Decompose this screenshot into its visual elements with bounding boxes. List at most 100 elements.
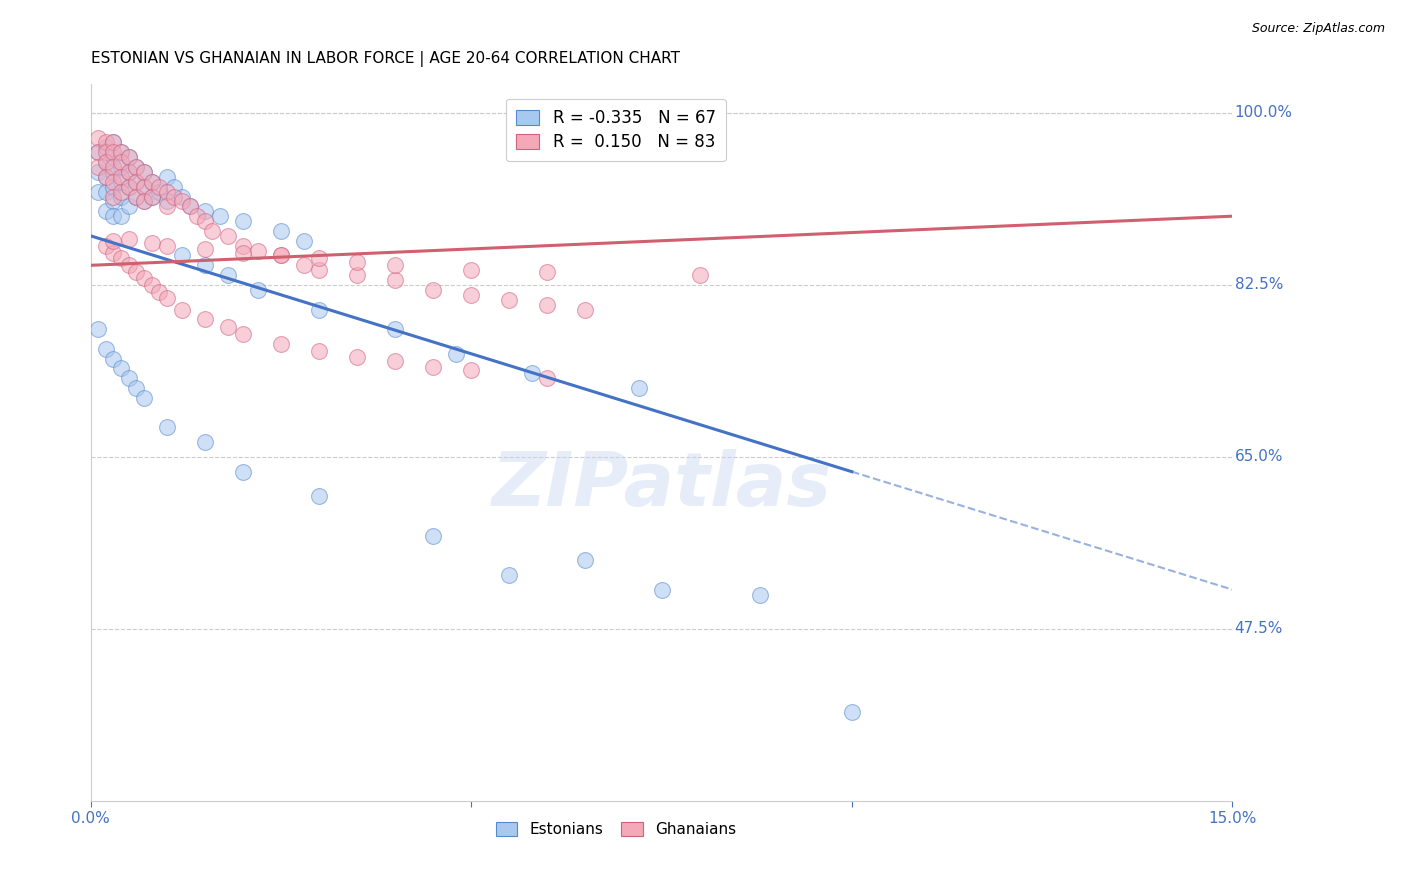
Text: 47.5%: 47.5% [1234, 622, 1284, 636]
Point [141, 277, 163, 292]
Text: ESTONIAN VS GHANAIAN IN LABOR FORCE | AGE 20-64 CORRELATION CHART: ESTONIAN VS GHANAIAN IN LABOR FORCE | AG… [90, 51, 679, 67]
Point [103, 160, 125, 174]
Point [132, 165, 155, 179]
Point [94, 155, 117, 169]
Point [384, 258, 406, 272]
Point [94, 238, 117, 252]
Point [444, 347, 467, 361]
Point [118, 232, 141, 246]
Point [170, 189, 193, 203]
Point [125, 189, 148, 203]
Point [103, 175, 125, 189]
Point [270, 224, 292, 238]
Point [118, 150, 141, 164]
Point [232, 238, 254, 252]
Point [308, 263, 330, 277]
Point [87, 185, 110, 199]
Point [247, 283, 270, 297]
Point [156, 420, 179, 434]
Point [208, 209, 231, 223]
Point [384, 273, 406, 287]
Point [94, 145, 117, 160]
Point [308, 343, 330, 358]
Point [270, 248, 292, 262]
Point [194, 214, 217, 228]
Point [87, 165, 110, 179]
Point [156, 291, 179, 305]
Point [170, 248, 193, 262]
Point [125, 160, 148, 174]
Point [308, 252, 330, 266]
Point [125, 265, 148, 279]
Point [346, 350, 368, 364]
Point [689, 268, 711, 282]
Point [156, 169, 179, 184]
Point [125, 175, 148, 189]
Point [292, 234, 315, 248]
Point [110, 361, 132, 376]
Point [148, 185, 170, 199]
Point [132, 179, 155, 194]
Point [308, 302, 330, 317]
Point [574, 553, 596, 567]
Point [270, 337, 292, 351]
Point [232, 465, 254, 479]
Point [346, 255, 368, 269]
Text: 82.5%: 82.5% [1234, 277, 1284, 293]
Point [186, 209, 208, 223]
Point [94, 136, 117, 150]
Point [118, 179, 141, 194]
Point [498, 567, 520, 582]
Point [346, 268, 368, 282]
Point [103, 136, 125, 150]
Point [110, 155, 132, 169]
Point [118, 371, 141, 385]
Point [520, 367, 543, 381]
Point [132, 179, 155, 194]
Point [179, 199, 201, 213]
Point [217, 228, 239, 243]
Point [94, 342, 117, 356]
Point [460, 263, 482, 277]
Point [118, 199, 141, 213]
Point [110, 160, 132, 174]
Point [384, 353, 406, 368]
Point [110, 175, 132, 189]
Point [194, 242, 217, 256]
Point [103, 189, 125, 203]
Point [94, 169, 117, 184]
Point [141, 175, 163, 189]
Point [232, 327, 254, 342]
Point [103, 179, 125, 194]
Legend: Estonians, Ghanaians: Estonians, Ghanaians [489, 816, 742, 844]
Point [103, 245, 125, 260]
Point [103, 194, 125, 209]
Point [292, 258, 315, 272]
Point [422, 283, 444, 297]
Point [125, 381, 148, 395]
Point [103, 136, 125, 150]
Point [125, 160, 148, 174]
Point [110, 169, 132, 184]
Point [118, 150, 141, 164]
Point [170, 302, 193, 317]
Point [163, 179, 186, 194]
Point [110, 189, 132, 203]
Point [156, 199, 179, 213]
Point [460, 363, 482, 377]
Point [217, 320, 239, 334]
Point [110, 252, 132, 266]
Point [94, 155, 117, 169]
Point [422, 359, 444, 374]
Point [94, 185, 117, 199]
Point [498, 293, 520, 307]
Point [270, 248, 292, 262]
Point [141, 189, 163, 203]
Point [132, 165, 155, 179]
Point [308, 489, 330, 503]
Point [103, 165, 125, 179]
Point [156, 194, 179, 209]
Point [103, 209, 125, 223]
Point [384, 322, 406, 336]
Point [194, 204, 217, 219]
